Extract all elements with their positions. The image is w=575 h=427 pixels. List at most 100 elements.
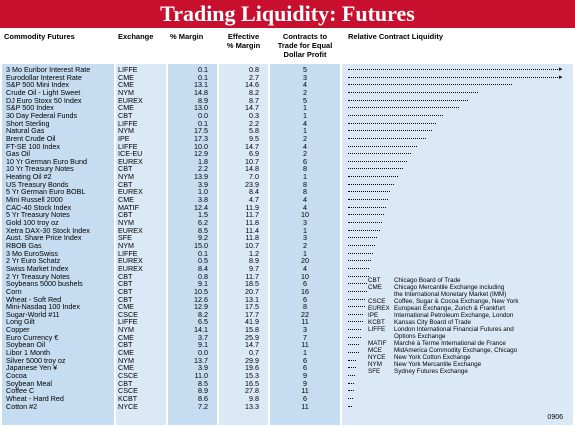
margin-value: 12.9: [194, 149, 208, 159]
liquidity-bar: [348, 329, 361, 332]
commodity-name: Coffee C: [6, 386, 35, 396]
legend-item: MCE MidAmerica Commodity Exchange, Chicag…: [368, 347, 568, 354]
contracts-value: 11: [301, 386, 309, 396]
table-row: US Treasury Bonds CBT 3.9 23.9 8: [2, 181, 573, 189]
contracts-value: 3: [303, 72, 307, 82]
liquidity-bar: [348, 290, 367, 294]
legend-code: SFE: [368, 368, 381, 375]
table-row: Eurodollar Interest Rate CME 0.1 2.7 3 ▸: [2, 74, 573, 82]
overflow-arrow-icon: ▸: [559, 66, 563, 73]
effective-margin-value: 13.3: [245, 401, 259, 411]
liquidity-bar: [348, 375, 356, 378]
liquidity-bar: [348, 84, 512, 87]
margin-value: 0.0: [198, 348, 208, 358]
legend-code: LIFFE: [368, 326, 386, 333]
table-row: Coffee C CSCE 8.9 27.8 11: [2, 387, 573, 395]
margin-value: 8.9: [198, 95, 208, 105]
table-row: 2 Yr Treasury Notes CBT 0.8 11.7 10: [2, 273, 573, 281]
commodity-name: CAC-40 Stock Index: [6, 202, 72, 212]
contracts-value: 5: [303, 95, 307, 105]
table-row: 10 Yr Treasury Notes CBT 2.2 14.8 8: [2, 165, 573, 173]
contracts-value: 8: [303, 164, 307, 174]
exchange-code: CME: [118, 72, 134, 82]
effective-margin-value: 0.7: [249, 348, 259, 358]
legend-item: Options Exchange: [368, 333, 568, 340]
commodity-name: 2 Yr Euro Schatz: [6, 256, 61, 266]
commodity-name: Long Gilt: [6, 317, 35, 327]
contracts-value: 4: [303, 195, 307, 205]
commodity-name: Swiss Market Index: [6, 263, 69, 273]
legend-code: CBT: [368, 277, 381, 284]
margin-value: 1.5: [198, 210, 208, 220]
effective-margin-value: 15.3: [245, 371, 259, 380]
liquidity-bar: [348, 298, 365, 302]
exchange-code: CBT: [118, 340, 133, 350]
effective-margin-value: 19.6: [245, 363, 259, 373]
table-row: Natural Gas NYM 17.5 5.8 1: [2, 127, 573, 135]
contracts-value: 2: [303, 240, 307, 250]
commodity-name: 30 Day Federal Funds: [6, 110, 78, 120]
margin-value: 9.2: [198, 233, 208, 243]
effective-margin-value: 11.7: [245, 210, 259, 220]
commodity-name: Gold 100 troy oz: [6, 218, 59, 227]
table-row: Long Gilt LIFFE 6.5 41.9 11: [2, 318, 573, 326]
exchange-code: CBT: [118, 378, 133, 388]
effective-margin-value: 11.4: [245, 225, 259, 235]
exchange-code: NYCE: [118, 401, 138, 411]
legend-item: SFE Sydney Futures Exchange: [368, 368, 568, 375]
table-row: Mini Russell 2000 CME 3.8 4.7 4: [2, 196, 573, 204]
commodity-name: Cocoa: [6, 371, 27, 380]
contracts-value: 3: [303, 218, 307, 227]
legend-code: EUREX: [368, 305, 390, 312]
effective-margin-value: 14.6: [245, 80, 259, 90]
contracts-value: 1: [303, 225, 307, 235]
effective-margin-value: 13.1: [245, 294, 259, 304]
liquidity-bar: [348, 336, 361, 340]
liquidity-bar: [348, 137, 426, 141]
liquidity-bar: [348, 359, 357, 363]
legend-item: CSCE Coffee, Sugar & Cocoa Exchange, New …: [368, 298, 568, 305]
margin-value: 10.0: [194, 141, 208, 151]
margin-value: 13.7: [194, 355, 208, 365]
table-row: 3 Mo Euribor Interest Rate LIFFE 0.1 0.8 5 ▸: [2, 66, 573, 74]
liquidity-bar: [348, 344, 359, 347]
margin-value: 12.4: [194, 202, 208, 212]
contracts-value: 8: [303, 179, 307, 189]
contracts-value: 6: [303, 156, 307, 166]
page-title: Trading Liquidity: Futures: [0, 0, 575, 28]
effective-margin-value: 10.7: [245, 240, 259, 250]
exchange-code: LIFFE: [118, 65, 138, 74]
liquidity-bar: [348, 267, 369, 271]
exchange-code: NYM: [118, 355, 134, 365]
exchange-code: CME: [118, 195, 134, 205]
exchange-code: CBT: [118, 110, 133, 120]
margin-value: 14.8: [194, 87, 208, 97]
contracts-value: 6: [303, 294, 307, 304]
exchange-legend: CBT Chicago Board of Trade CME Chicago Merc…: [368, 277, 568, 375]
exchange-code: CBT: [118, 164, 133, 174]
legend-code: CME: [368, 284, 382, 291]
footnote: 0906: [547, 414, 563, 421]
exchange-code: LIFFE: [118, 248, 138, 258]
margin-value: 0.1: [198, 65, 208, 74]
effective-margin-value: 7.0: [249, 172, 259, 182]
effective-margin-value: 2.2: [249, 118, 259, 128]
contracts-value: 11: [301, 401, 309, 411]
liquidity-bar: [348, 130, 432, 133]
exchange-code: CME: [118, 103, 134, 113]
margin-value: 3.8: [198, 195, 208, 205]
commodity-name: Mini Russell 2000: [6, 195, 63, 205]
exchange-code: LIFFE: [118, 141, 138, 151]
effective-margin-value: 16.5: [245, 378, 259, 388]
liquidity-bar: [348, 367, 357, 370]
liquidity-bar: [348, 199, 388, 202]
commodity-name: Brent Crude Oil: [6, 133, 56, 143]
table-row: Swiss Market Index EUREX 8.4 9.7 4: [2, 265, 573, 273]
commodity-name: Mini-Nasdaq 100 Index: [6, 302, 80, 312]
table-row: Sugar-World #11 CSCE 8.2 17.7 22: [2, 311, 573, 319]
liquidity-bar: [348, 160, 407, 164]
liquidity-bar: [348, 382, 355, 386]
band-exchange: [116, 64, 166, 425]
effective-margin-value: 11.8: [245, 233, 259, 243]
contracts-value: 20: [301, 256, 309, 266]
